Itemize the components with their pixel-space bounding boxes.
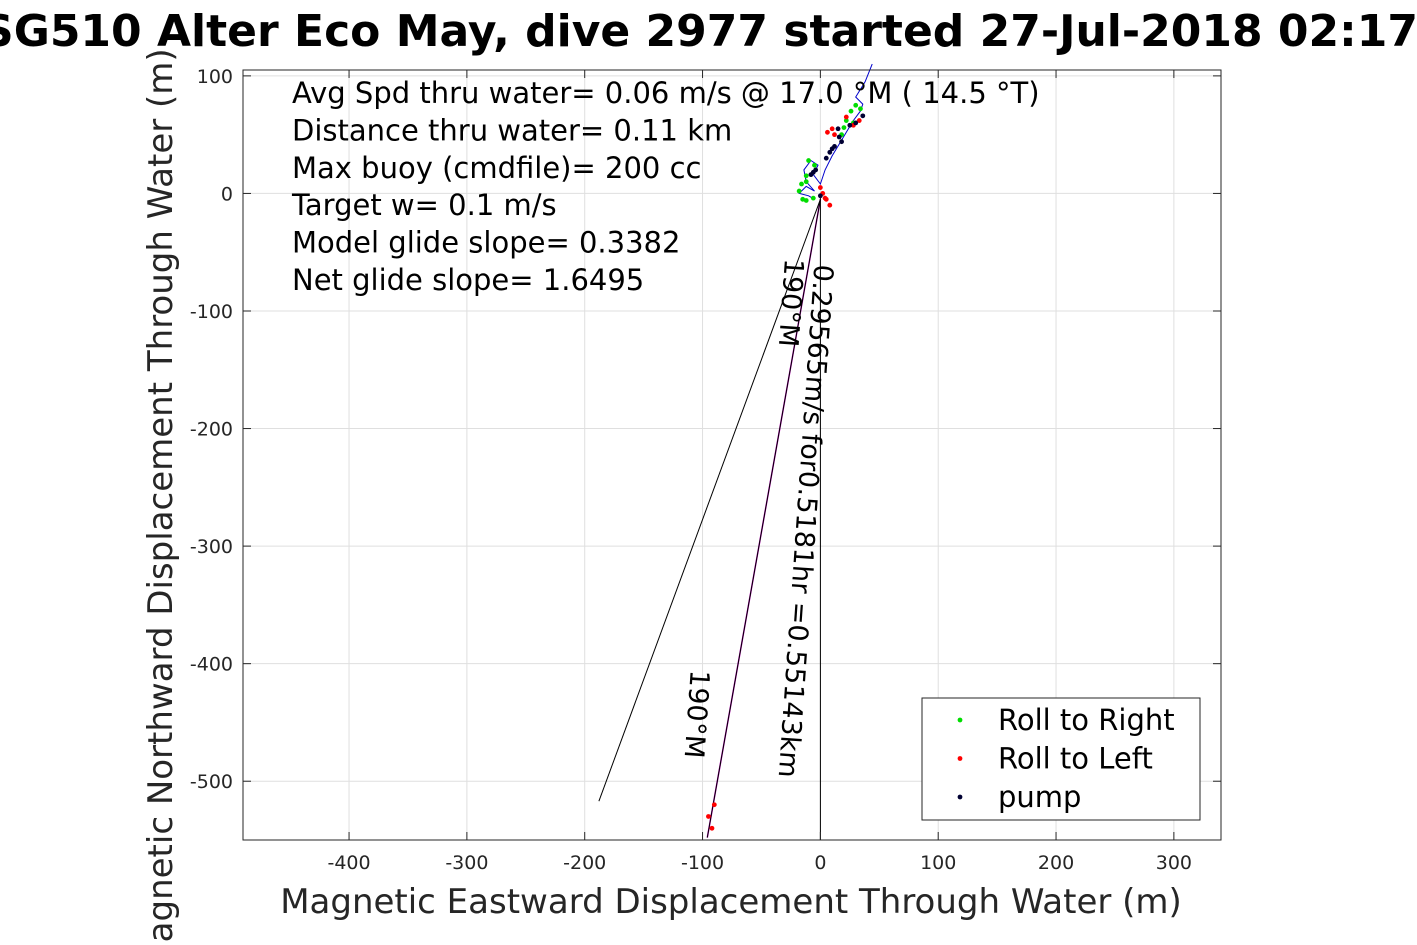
roll-to-right-point xyxy=(803,173,809,179)
roll-to-right-point xyxy=(803,179,809,185)
roll-to-left-point xyxy=(706,814,711,819)
roll-to-right-point xyxy=(843,118,849,123)
info-line: Max buoy (cmdfile)= 200 cc xyxy=(292,151,701,185)
annotation-label: 190°M xyxy=(678,669,715,759)
black-projection-b-line xyxy=(706,199,821,838)
y-tick-label: 0 xyxy=(221,183,233,205)
y-tick-label: -200 xyxy=(190,419,233,441)
roll-to-left-point xyxy=(832,132,837,138)
legend-marker xyxy=(957,717,963,723)
roll-to-left-point xyxy=(825,129,830,135)
roll-to-right-point xyxy=(800,196,806,202)
legend-label: Roll to Left xyxy=(998,742,1153,776)
pump-point xyxy=(829,146,835,152)
roll-to-right-point xyxy=(796,188,802,194)
tick-labels: -400 -300 -200 -100 0 100 200 300 100 0 -100 -200 -3… xyxy=(190,66,1221,874)
info-line: Avg Spd thru water= 0.06 m/s @ 17.0 °M (… xyxy=(292,76,1040,110)
roll-to-left-point xyxy=(817,185,823,190)
x-tick-label: 300 xyxy=(1156,852,1192,874)
plot-points xyxy=(706,102,866,831)
legend: Roll to Right Roll to Left pump xyxy=(921,697,1201,821)
roll-to-left-point xyxy=(827,202,833,208)
roll-to-right-point xyxy=(810,195,816,201)
y-tick-label: -300 xyxy=(190,536,233,558)
roll-to-right-point xyxy=(848,108,854,114)
annotations: 0.29565m/s for0.5181hr =0.55143km190°M19… xyxy=(678,258,839,779)
annotation-label: 190°M xyxy=(772,258,809,348)
blue-track-line xyxy=(798,63,873,200)
pump-point xyxy=(847,122,853,128)
pump-point xyxy=(839,139,844,145)
pump-point xyxy=(835,126,841,132)
pump-point xyxy=(808,172,814,178)
y-tick-label: 100 xyxy=(197,66,233,88)
x-tick-label: -200 xyxy=(563,852,606,874)
roll-to-left-point xyxy=(829,126,835,132)
plot-lines xyxy=(598,63,873,840)
legend-box xyxy=(921,697,1201,821)
roll-to-left-point xyxy=(843,114,849,120)
roll-to-left-point xyxy=(709,825,715,831)
y-tick-label: -100 xyxy=(190,301,233,323)
x-tick-label: 0 xyxy=(814,852,826,874)
x-tick-label: -400 xyxy=(327,852,370,874)
pump-point xyxy=(827,149,833,155)
black-projection-a-line xyxy=(598,199,821,802)
roll-to-right-point xyxy=(806,158,811,163)
pump-point xyxy=(836,134,842,140)
x-tick-label: 100 xyxy=(920,852,956,874)
axes-box xyxy=(242,69,1222,841)
legend-marker xyxy=(957,794,963,800)
info-line: Target w= 0.1 m/s xyxy=(291,188,557,222)
y-axis-label: Magnetic Northward Displacement Through … xyxy=(141,48,181,945)
info-line: Distance thru water= 0.11 km xyxy=(292,113,732,147)
roll-to-left-point xyxy=(856,118,862,123)
y-tick-label: -400 xyxy=(190,654,233,676)
pump-point xyxy=(860,113,866,119)
pump-point xyxy=(823,155,829,161)
y-tick-label: -500 xyxy=(190,771,233,793)
roll-to-left-point xyxy=(822,195,828,201)
legend-marker xyxy=(957,756,963,761)
roll-to-right-point xyxy=(858,106,863,112)
x-axis-label: Magnetic Eastward Displacement Through W… xyxy=(280,882,1182,922)
pump-point xyxy=(853,120,859,126)
roll-to-right-point xyxy=(841,125,847,131)
roll-to-right-point xyxy=(853,102,859,108)
roll-to-left-point xyxy=(711,802,717,808)
x-tick-label: -100 xyxy=(681,852,724,874)
pump-point xyxy=(817,193,823,199)
x-tick-label: 200 xyxy=(1038,852,1074,874)
x-tick-label: -300 xyxy=(445,852,488,874)
legend-label: Roll to Right xyxy=(998,703,1175,737)
info-line: Model glide slope= 0.3382 xyxy=(292,226,680,260)
legend-label: pump xyxy=(998,780,1081,814)
roll-to-right-point xyxy=(799,181,804,187)
info-line: Net glide slope= 1.6495 xyxy=(292,263,644,297)
roll-to-right-point xyxy=(812,162,817,168)
chart-title: SG510 Alter Eco May, dive 2977 started 2… xyxy=(0,6,1417,57)
info-text: Avg Spd thru water= 0.06 m/s @ 17.0 °M (… xyxy=(291,76,1040,297)
